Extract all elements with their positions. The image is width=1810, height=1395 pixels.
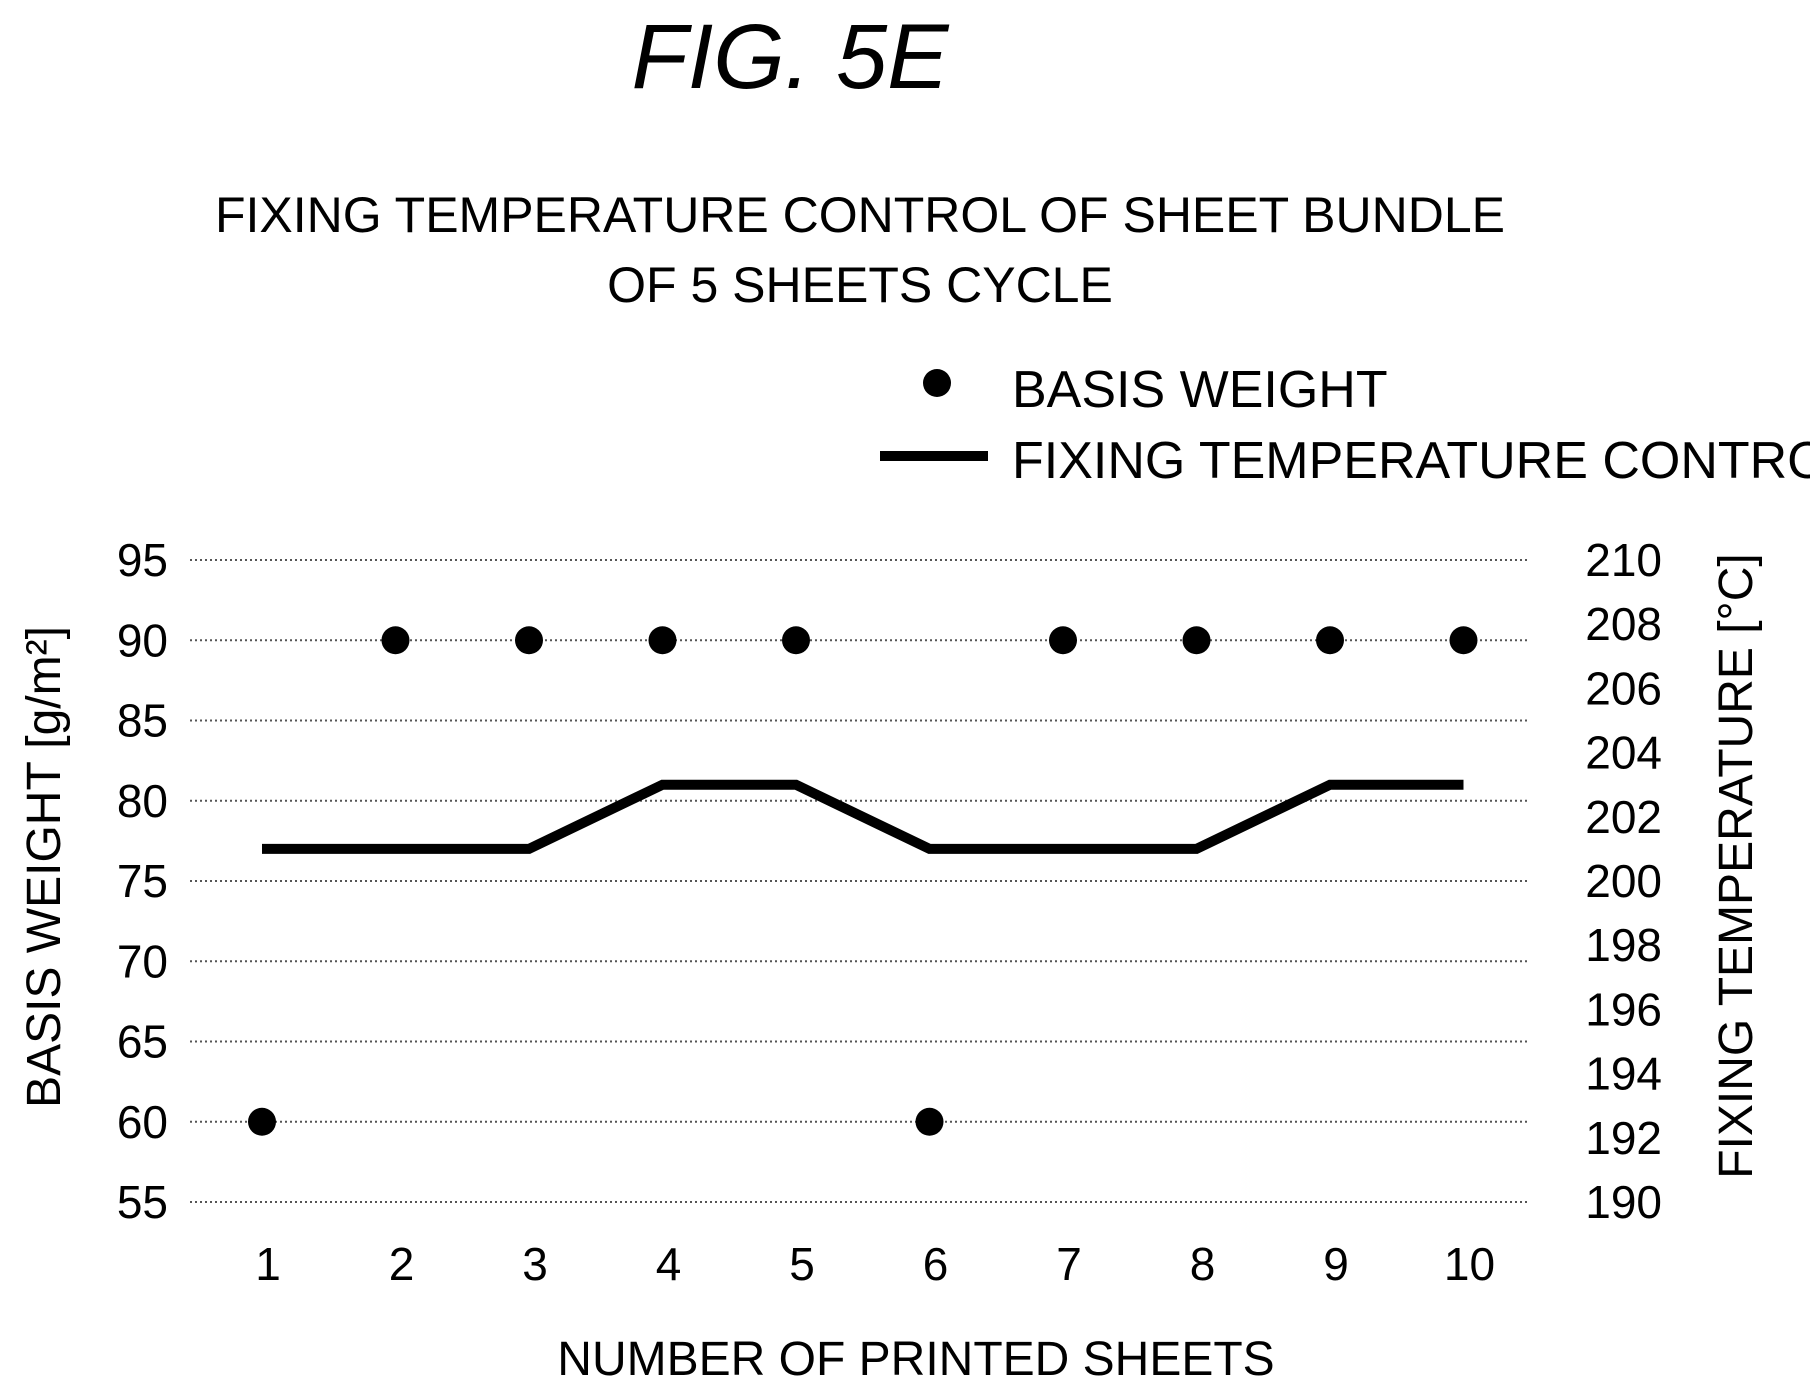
right-tick-label: 190: [1585, 1176, 1662, 1228]
right-tick-label: 192: [1585, 1112, 1662, 1164]
right-axis-ticks: 210 208 206 204 202 200 198 196 194 192 190: [1585, 534, 1662, 1228]
right-tick-label: 200: [1585, 855, 1662, 907]
left-tick-label: 95: [117, 534, 168, 586]
right-tick-label: 194: [1585, 1048, 1662, 1100]
basis-weight-point: [515, 626, 543, 655]
x-tick-label: 5: [789, 1238, 815, 1290]
x-axis-title: NUMBER OF PRINTED SHEETS: [557, 1333, 1274, 1386]
left-axis-title: BASIS WEIGHT [g/m²]: [18, 626, 71, 1108]
left-axis-ticks: 95 90 85 80 75 70 65 60 55: [117, 534, 168, 1228]
x-tick-label: 3: [522, 1238, 548, 1290]
legend-marker-basis-weight: [923, 369, 951, 397]
x-tick-label: 7: [1056, 1238, 1082, 1290]
left-tick-label: 60: [117, 1096, 168, 1148]
chart-title-line-1: FIXING TEMPERATURE CONTROL OF SHEET BUND…: [215, 187, 1505, 243]
right-tick-label: 204: [1585, 727, 1662, 779]
basis-weight-point: [915, 1107, 944, 1136]
series-points-basis-weight: [248, 626, 1478, 1136]
basis-weight-point: [1316, 626, 1344, 655]
right-axis-title: FIXING TEMPERATURE [°C]: [1710, 553, 1763, 1178]
x-tick-label: 9: [1323, 1238, 1349, 1290]
right-tick-label: 198: [1585, 919, 1662, 971]
basis-weight-point: [1182, 626, 1211, 655]
right-tick-label: 196: [1585, 983, 1662, 1035]
left-tick-label: 70: [117, 935, 168, 987]
x-tick-label: 10: [1444, 1238, 1495, 1290]
basis-weight-point: [1049, 626, 1077, 655]
basis-weight-point: [648, 626, 677, 655]
x-tick-label: 8: [1190, 1238, 1216, 1290]
left-tick-label: 85: [117, 695, 168, 747]
figure-label: FIG. 5E: [632, 6, 951, 108]
basis-weight-point: [1449, 626, 1478, 655]
basis-weight-point: [782, 626, 810, 655]
right-tick-label: 202: [1585, 791, 1662, 843]
basis-weight-point: [381, 626, 410, 655]
left-tick-label: 55: [117, 1176, 168, 1228]
x-axis-ticks: 1 2 3 4 5 6 7 8 9 10: [255, 1238, 1495, 1290]
legend: BASIS WEIGHT FIXING TEMPERATURE CONTROL: [880, 361, 1810, 490]
right-tick-label: 210: [1585, 534, 1662, 586]
right-tick-label: 208: [1585, 598, 1662, 650]
grid: [190, 559, 1530, 1203]
x-tick-label: 2: [389, 1238, 415, 1290]
x-tick-label: 4: [656, 1238, 682, 1290]
legend-label-fixing-temperature-control: FIXING TEMPERATURE CONTROL: [1012, 432, 1810, 490]
left-tick-label: 65: [117, 1016, 168, 1068]
left-tick-label: 80: [117, 775, 168, 827]
series-line-fixing-temperature-control: [262, 779, 1464, 854]
chart-title-line-2: OF 5 SHEETS CYCLE: [607, 257, 1113, 313]
x-tick-label: 6: [923, 1238, 949, 1290]
legend-label-basis-weight: BASIS WEIGHT: [1012, 361, 1388, 419]
left-tick-label: 75: [117, 855, 168, 907]
x-tick-label: 1: [255, 1238, 281, 1290]
left-tick-label: 90: [117, 614, 168, 666]
basis-weight-point: [248, 1107, 276, 1136]
right-tick-label: 206: [1585, 662, 1662, 714]
